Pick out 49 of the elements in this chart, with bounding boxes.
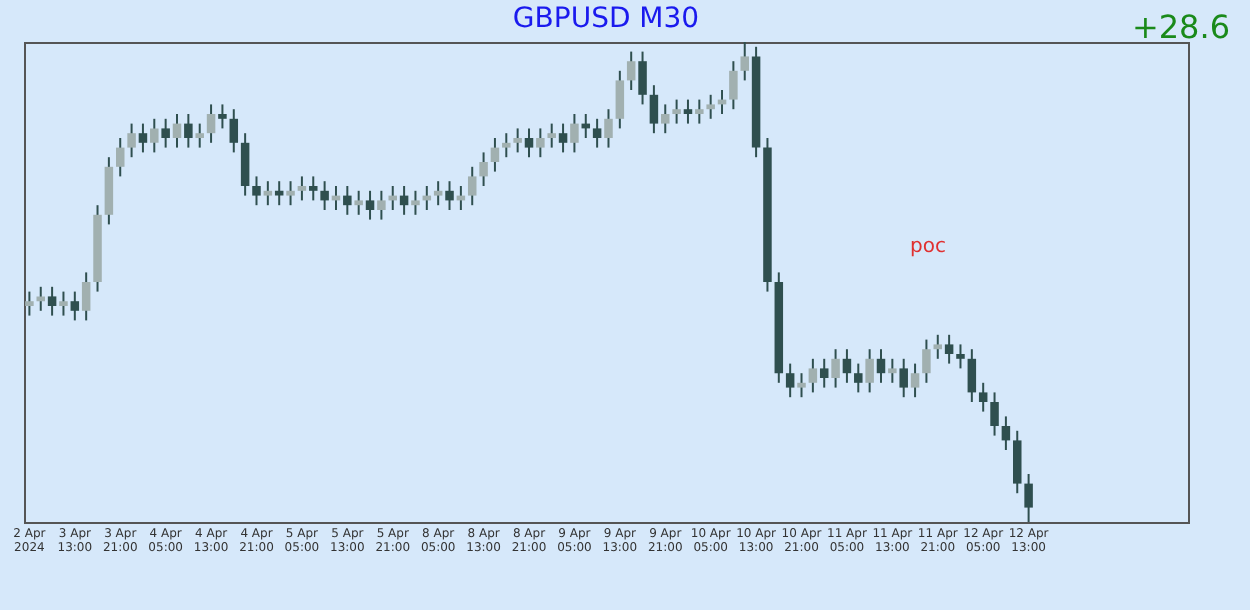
candlestick [922,338,931,384]
candlestick [184,113,193,149]
candlestick [842,348,852,384]
candlestick [956,343,965,370]
text: +28.6 [1131,8,1230,46]
candlestick [502,132,511,159]
candlestick [70,290,80,322]
candlestick [240,132,250,197]
candlestick [876,348,886,384]
annotation: poc [910,236,946,258]
candlestick [1012,429,1022,495]
candlestick [615,69,625,130]
candlestick [649,84,659,135]
candlestick [274,180,284,207]
candlestick [309,175,318,202]
candlestick [638,50,647,106]
candlestick [854,362,863,394]
candlestick [115,137,125,178]
candlestick [104,156,114,226]
candlestick [729,60,738,111]
candlestick [819,357,829,389]
candlestick [479,151,488,187]
candlestick [558,122,568,154]
candlestick [161,117,170,149]
candlestick [47,285,57,317]
candlestick [218,103,227,130]
candlestick [138,122,148,154]
candlestick [592,117,602,149]
candlestick [365,189,375,221]
candlestick [490,137,500,173]
chart-title: GBPUSD M30 [512,3,700,35]
candlestick [343,185,352,216]
candlestick [229,108,239,154]
candlestick [524,127,534,159]
candlestick [785,362,795,399]
candlestick [706,93,715,120]
candlestick [252,175,261,207]
candlestick [467,165,477,207]
candlestick [978,381,988,413]
candlestick [990,391,999,437]
candlestick [25,290,34,317]
candlestick [899,357,908,399]
candlestick [320,180,329,211]
candlestick [944,333,954,365]
candlestick [1001,415,1011,451]
candlestick [445,180,454,211]
candlestick [683,98,693,125]
candlestick [967,348,977,403]
candlestick [1024,473,1033,523]
